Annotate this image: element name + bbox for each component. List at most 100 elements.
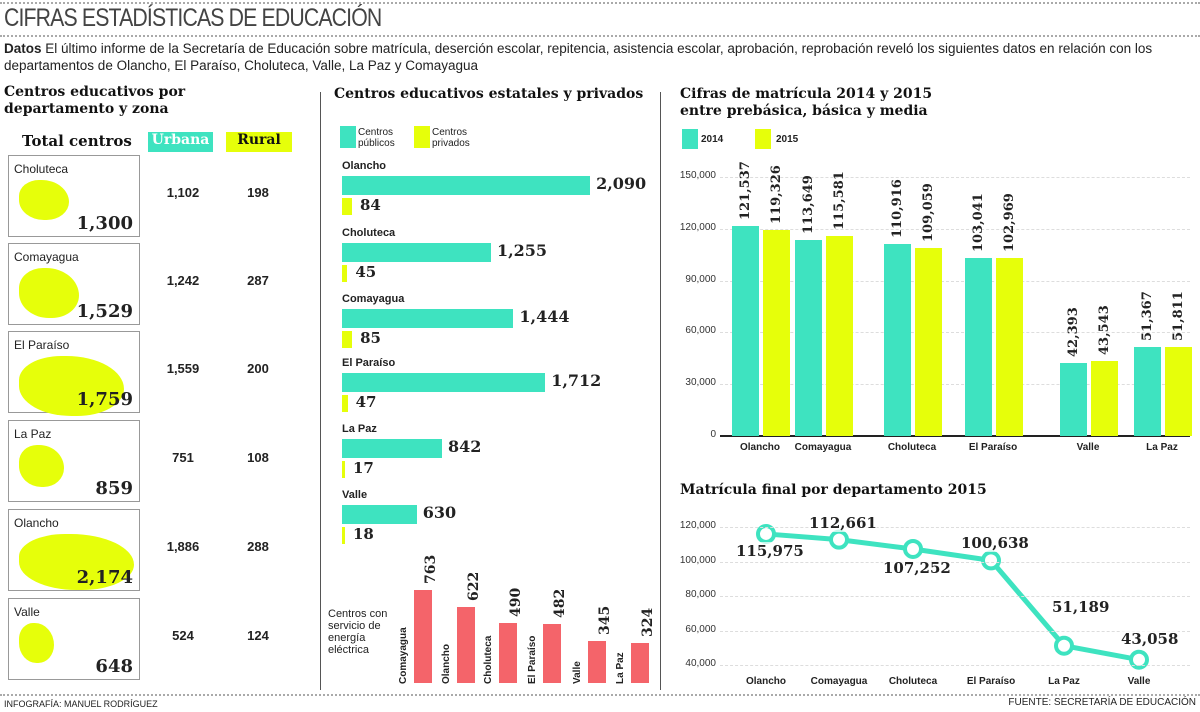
energy-category: Choluteca (483, 635, 494, 684)
bar-2014 (965, 258, 992, 436)
line-value: 100,638 (961, 534, 1029, 553)
col-total: Total centros (22, 132, 132, 150)
energy-bar (588, 640, 606, 683)
credit: INFOGRAFÍA: MANUEL RODRÍGUEZ (4, 699, 158, 709)
dept-row: El Paraíso 1,759 1,559 200 (8, 331, 304, 416)
right-title: Cifras de matrícula 2014 y 2015 entre pr… (680, 86, 933, 119)
dept-name: Valle (14, 605, 40, 619)
dept-shape (19, 534, 134, 590)
private-bar (342, 265, 348, 282)
dept-name: La Paz (14, 427, 52, 441)
dept-map: Comayagua 1,529 (8, 243, 140, 325)
mid-category: Valle (342, 489, 368, 501)
legend-2014: 2014 (701, 134, 724, 145)
energy-category: La Paz (615, 652, 626, 684)
dept-row: Olancho 2,174 1,886 288 (8, 509, 304, 591)
x-category: Comayagua (810, 676, 868, 687)
dept-map: La Paz 859 (8, 420, 140, 502)
gridline (720, 228, 1190, 230)
public-value: 2,090 (596, 174, 647, 193)
y-tick: 100,000 (679, 554, 716, 566)
energy-bar (457, 607, 475, 683)
gridline (720, 630, 1190, 632)
private-value: 17 (353, 459, 374, 477)
public-value: 1,255 (496, 241, 548, 260)
y-tick: 0 (710, 429, 716, 440)
mid-category: Olancho (342, 160, 387, 172)
private-value: 45 (355, 263, 377, 281)
bar-value: 113,649 (801, 174, 816, 234)
dept-name: Choluteca (14, 162, 69, 176)
y-tick: 150,000 (679, 170, 716, 181)
x-category: Choluteca (887, 442, 937, 453)
left-title: Centros educativos por departamento y zo… (4, 84, 186, 117)
dept-map: El Paraíso 1,759 (8, 331, 140, 416)
energy-bar (499, 623, 517, 683)
dept-name: Olancho (14, 516, 59, 530)
source: FUENTE: SECRETARÍA DE EDUCACIÓN (1008, 697, 1196, 708)
x-category: Olancho (745, 676, 786, 687)
energy-title: Centros con servicio de energía eléctric… (328, 608, 388, 656)
divider (0, 2, 1200, 4)
rural-value: 108 (247, 450, 269, 465)
legend-swatch-2015 (755, 129, 771, 149)
col-urbana: Urbana (148, 132, 213, 152)
bar-value: 109,059 (921, 182, 936, 242)
urbana-value: 1,242 (166, 273, 200, 288)
line-value: 51,189 (1052, 597, 1110, 616)
urbana-value: 524 (172, 628, 194, 643)
y-tick: 90,000 (685, 273, 716, 285)
legend-public: Centros públicos (358, 127, 395, 149)
energy-value: 490 (508, 587, 524, 618)
dept-name: Comayagua (14, 250, 79, 264)
bar-2014 (884, 244, 911, 436)
intro-bold: Datos (4, 41, 42, 56)
mid-category: Comayagua (342, 293, 405, 305)
x-category: El Paraíso (966, 676, 1016, 687)
line-value: 43,058 (1121, 629, 1179, 648)
dept-shape (19, 623, 54, 663)
public-bar (342, 373, 546, 392)
gridline (720, 384, 1190, 386)
dept-map: Olancho 2,174 (8, 509, 140, 591)
private-bar (342, 395, 348, 412)
private-value: 85 (360, 329, 381, 347)
gridline (720, 527, 1190, 528)
dept-total: 1,529 (76, 301, 133, 322)
rural-value: 200 (247, 361, 269, 376)
private-bar (342, 461, 345, 478)
dept-total: 648 (95, 656, 133, 677)
private-bar (342, 527, 345, 544)
x-category: Comayagua (794, 442, 852, 453)
urbana-value: 1,102 (166, 185, 200, 200)
divider (0, 694, 1200, 696)
bar-2015 (1091, 360, 1118, 436)
x-category: La Paz (1048, 676, 1080, 687)
legend-swatch-private (414, 126, 430, 148)
energy-value: 345 (597, 605, 613, 635)
bar-value: 110,916 (890, 179, 905, 239)
bar-2014 (795, 239, 822, 436)
public-value: 1,444 (519, 307, 570, 326)
gridline (720, 665, 1190, 666)
page-title: CIFRAS ESTADÍSTICAS DE EDUCACIÓN (4, 4, 382, 32)
intro-body: El último informe de la Secretaría de Ed… (4, 41, 1153, 73)
public-value: 1,712 (551, 371, 602, 390)
public-value: 630 (422, 503, 457, 522)
legend-swatch-2014 (682, 129, 698, 149)
bar-value: 43,543 (1097, 305, 1112, 355)
bar-value: 51,367 (1140, 291, 1155, 342)
y-tick: 120,000 (679, 520, 716, 531)
dept-row: La Paz 859 751 108 (8, 420, 304, 502)
bar-2014 (1134, 347, 1161, 436)
line-point (1054, 635, 1074, 656)
line-value: 115,975 (736, 541, 804, 560)
public-bar (342, 309, 514, 328)
bar-2015 (826, 236, 853, 436)
x-category: El Paraíso (968, 442, 1018, 453)
rural-value: 288 (247, 539, 269, 554)
dept-total: 1,300 (76, 213, 133, 234)
mid-title: Centros educativos estatales y privados (334, 86, 644, 102)
x-axis (720, 435, 1190, 437)
dept-shape (19, 180, 69, 220)
